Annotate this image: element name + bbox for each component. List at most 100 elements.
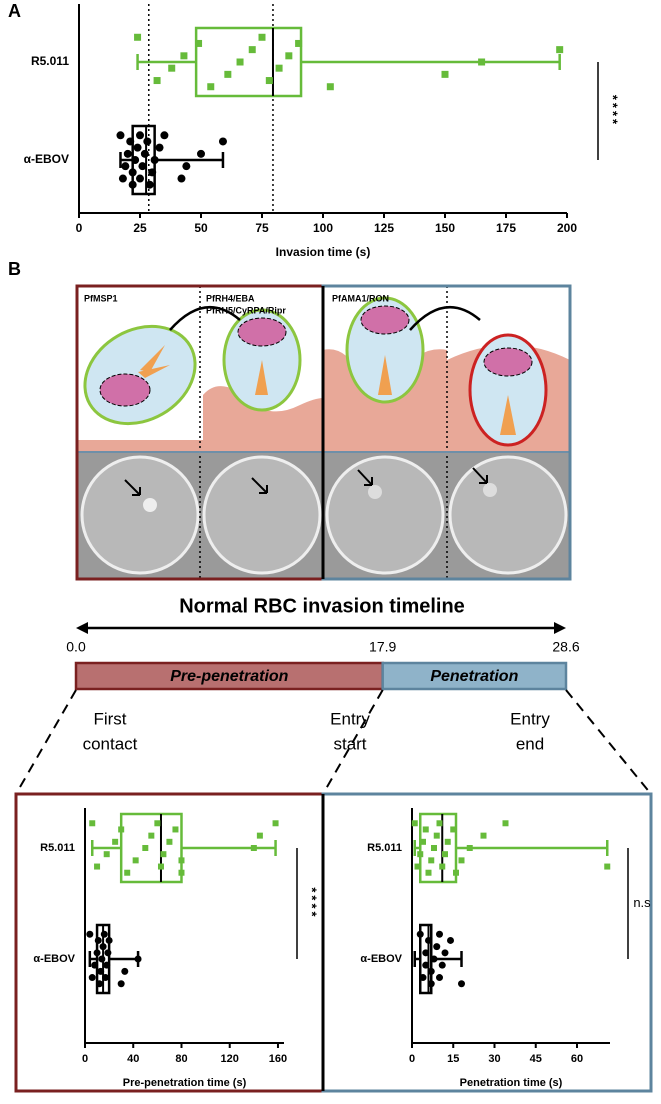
data-point [428,857,435,864]
data-point [180,52,188,60]
data-point [556,46,564,54]
data-point [265,77,273,85]
arrow [169,305,241,331]
box [194,26,303,98]
panel-label: B [8,259,21,279]
data-point [168,64,176,72]
data-point [430,955,438,963]
data-point [417,851,424,858]
data-point [422,949,430,957]
data-point [438,961,446,969]
protein-label: PfRH5/CyRPA/Ripr [206,305,286,315]
data-point [207,83,215,91]
data-point [140,149,149,158]
data-point [272,820,279,827]
data-point [436,930,443,938]
pointer [472,467,488,484]
box [419,812,458,884]
arrowhead [554,622,566,634]
data-point [134,33,142,41]
data-point [118,826,125,833]
data-point [431,845,437,851]
x-axis-label: Pre-penetration time (s) [123,1077,247,1089]
zoom-line [15,689,77,795]
data-point [419,974,427,982]
data-point [502,820,509,827]
data-point [441,70,449,78]
data-point [105,936,113,944]
x-tick-label: 80 [175,1053,187,1065]
merozoite [83,324,197,426]
data-point [458,857,465,864]
data-point [121,162,130,171]
data-point [172,826,179,833]
frame [14,792,325,1093]
cell [325,455,445,575]
significance-label: **** [305,887,320,919]
data-point [150,156,159,164]
arrow [409,305,481,331]
x-tick-label: 0 [409,1053,415,1065]
x-tick-label: 15 [447,1053,459,1065]
arrowhead [76,622,88,634]
data-point [427,967,435,975]
x-axis-label: Invasion time (s) [276,245,371,259]
data-point [153,77,161,85]
data-point [197,149,205,158]
data-point [442,851,448,858]
data-point [441,949,449,957]
event-label: start [333,734,366,753]
diagram: PfMSP1 PfRH4/EBA PfRH5/CyRPA/Ripr PfAMA1… [75,284,572,581]
data-point [285,52,293,60]
data-point [458,980,465,988]
panel-label: A [8,1,21,21]
data-point [453,869,459,876]
data-point [250,845,257,851]
protein-label: PfRH4/EBA [206,293,255,303]
x-tick-label: 0 [76,221,83,235]
data-point [97,967,105,975]
data-point [103,961,111,969]
data-point [102,974,110,982]
data-point [182,162,191,171]
merozoite-image [368,485,382,499]
data-point [422,961,430,969]
data-point [94,936,102,944]
data-point [416,930,424,938]
data-point [224,70,232,78]
event-label: Entry [330,709,370,728]
y-tick-label: α-EBOV [33,953,75,965]
data-point [414,863,421,870]
data-point [478,58,486,66]
data-point [433,943,441,951]
data-point [126,137,135,146]
segment-label: Penetration [430,668,518,685]
y-tick-label: R5.011 [367,842,402,854]
data-point [436,974,443,982]
data-point [132,857,139,864]
data-point [447,936,454,944]
data-point [136,131,144,140]
box [119,812,183,884]
data-point [154,820,161,827]
data-point [160,851,167,858]
y-tick-label: R5.011 [31,54,69,68]
data-point [124,869,131,876]
data-point [425,869,432,876]
x-tick-label: 30 [488,1053,500,1065]
data-point [420,838,426,845]
data-point [295,39,303,47]
data-point [411,820,418,827]
x-tick-label: 75 [255,221,269,235]
data-point [121,967,129,975]
x-tick-label: 50 [194,221,208,235]
data-point [138,162,147,171]
x-tick-label: 200 [557,221,577,235]
protein-label: PfAMA1/RON [332,293,389,303]
pointer [251,477,268,494]
data-point [103,851,110,858]
data-point [604,863,611,870]
data-point [439,863,446,870]
